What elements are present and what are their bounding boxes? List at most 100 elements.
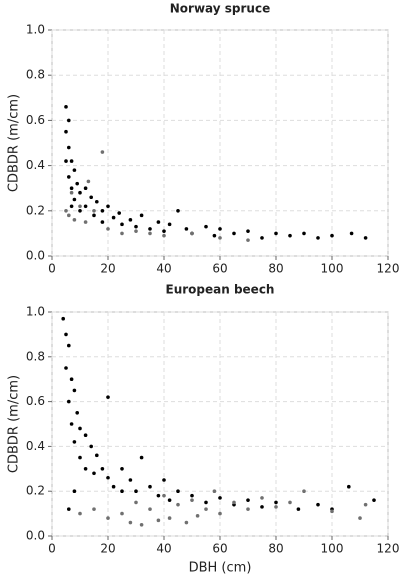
point bbox=[134, 224, 138, 229]
point bbox=[89, 195, 93, 200]
point bbox=[330, 233, 334, 238]
point bbox=[176, 209, 180, 213]
point bbox=[83, 467, 88, 471]
point bbox=[69, 377, 74, 382]
point bbox=[260, 496, 264, 500]
y-tick-label: 0.0 bbox=[26, 529, 45, 543]
y-tick-label: 0.0 bbox=[26, 249, 45, 263]
point bbox=[128, 218, 133, 222]
point bbox=[83, 220, 88, 224]
point bbox=[120, 231, 124, 236]
point bbox=[72, 197, 77, 202]
point bbox=[106, 516, 110, 520]
point bbox=[260, 505, 264, 509]
point bbox=[117, 211, 121, 215]
point bbox=[72, 489, 77, 494]
x-tick-label: 0 bbox=[48, 262, 56, 276]
point bbox=[184, 227, 189, 231]
point bbox=[67, 145, 71, 150]
x-tick-label: 120 bbox=[377, 262, 400, 276]
point bbox=[288, 233, 292, 238]
point bbox=[156, 220, 161, 224]
point bbox=[148, 231, 152, 236]
x-tick-label: 40 bbox=[156, 262, 171, 276]
point bbox=[100, 209, 105, 213]
point bbox=[75, 181, 79, 186]
chart-title: Norway spruce bbox=[170, 2, 270, 16]
point bbox=[302, 489, 306, 494]
y-tick-label: 0.2 bbox=[26, 484, 45, 498]
point bbox=[363, 502, 368, 507]
point bbox=[100, 467, 105, 471]
x-axis-label: DBH (cm) bbox=[189, 561, 252, 576]
y-tick-label: 0.4 bbox=[26, 158, 45, 172]
point bbox=[69, 159, 74, 163]
y-tick-label: 0.6 bbox=[26, 394, 45, 408]
point bbox=[64, 129, 68, 134]
point bbox=[232, 231, 236, 236]
point bbox=[218, 511, 222, 516]
point bbox=[134, 489, 138, 494]
point bbox=[204, 507, 208, 511]
point bbox=[134, 500, 138, 505]
point bbox=[190, 231, 194, 236]
point bbox=[78, 190, 82, 195]
point bbox=[67, 213, 71, 218]
point bbox=[89, 444, 93, 449]
x-tick-label: 120 bbox=[377, 542, 400, 556]
point bbox=[139, 523, 144, 527]
x-tick-label: 0 bbox=[48, 542, 56, 556]
point bbox=[120, 511, 124, 516]
point bbox=[195, 514, 200, 518]
point bbox=[246, 507, 250, 511]
point bbox=[347, 484, 351, 489]
point bbox=[330, 509, 334, 514]
point bbox=[349, 231, 354, 236]
y-tick-label: 0.2 bbox=[26, 203, 45, 217]
point bbox=[162, 493, 166, 498]
point bbox=[106, 395, 110, 399]
point bbox=[64, 159, 68, 163]
point bbox=[106, 204, 110, 209]
point bbox=[212, 489, 217, 494]
point bbox=[156, 493, 161, 498]
point bbox=[134, 229, 138, 233]
point bbox=[204, 500, 208, 505]
point bbox=[274, 505, 278, 509]
point bbox=[190, 493, 194, 498]
point bbox=[67, 343, 71, 348]
y-tick-label: 0.8 bbox=[26, 349, 45, 363]
point bbox=[246, 229, 250, 233]
point bbox=[176, 489, 180, 494]
point bbox=[246, 498, 250, 502]
x-tick-label: 20 bbox=[100, 542, 115, 556]
point bbox=[72, 388, 77, 393]
point bbox=[148, 227, 152, 231]
point bbox=[67, 175, 71, 179]
point bbox=[162, 478, 166, 482]
point bbox=[274, 500, 278, 505]
point bbox=[64, 366, 68, 370]
point bbox=[83, 186, 88, 190]
point bbox=[372, 498, 376, 502]
point bbox=[128, 478, 133, 482]
point bbox=[69, 190, 74, 195]
point bbox=[302, 231, 306, 236]
point bbox=[61, 316, 65, 321]
point bbox=[260, 236, 264, 240]
point bbox=[204, 224, 208, 229]
point bbox=[184, 520, 189, 525]
point bbox=[139, 455, 144, 460]
point bbox=[212, 233, 217, 238]
point bbox=[296, 507, 301, 511]
point bbox=[64, 209, 68, 213]
point bbox=[100, 220, 105, 224]
point bbox=[72, 168, 77, 172]
point bbox=[128, 520, 133, 525]
point bbox=[176, 502, 180, 507]
point bbox=[167, 516, 172, 520]
point bbox=[95, 453, 99, 458]
point bbox=[92, 507, 96, 511]
point bbox=[64, 332, 68, 337]
